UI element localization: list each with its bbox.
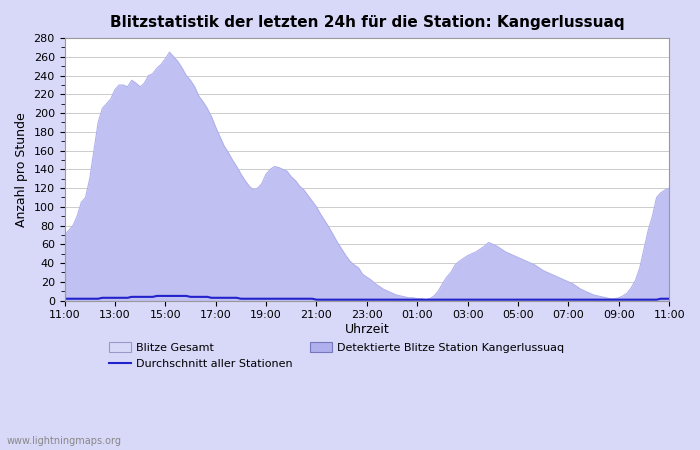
Legend: Blitze Gesamt, Durchschnitt aller Stationen, Detektierte Blitze Station Kangerlu: Blitze Gesamt, Durchschnitt aller Statio… — [104, 338, 569, 374]
X-axis label: Uhrzeit: Uhrzeit — [344, 323, 389, 336]
Y-axis label: Anzahl pro Stunde: Anzahl pro Stunde — [15, 112, 28, 227]
Text: www.lightningmaps.org: www.lightningmaps.org — [7, 436, 122, 446]
Title: Blitzstatistik der letzten 24h für die Station: Kangerlussuaq: Blitzstatistik der letzten 24h für die S… — [109, 15, 624, 30]
